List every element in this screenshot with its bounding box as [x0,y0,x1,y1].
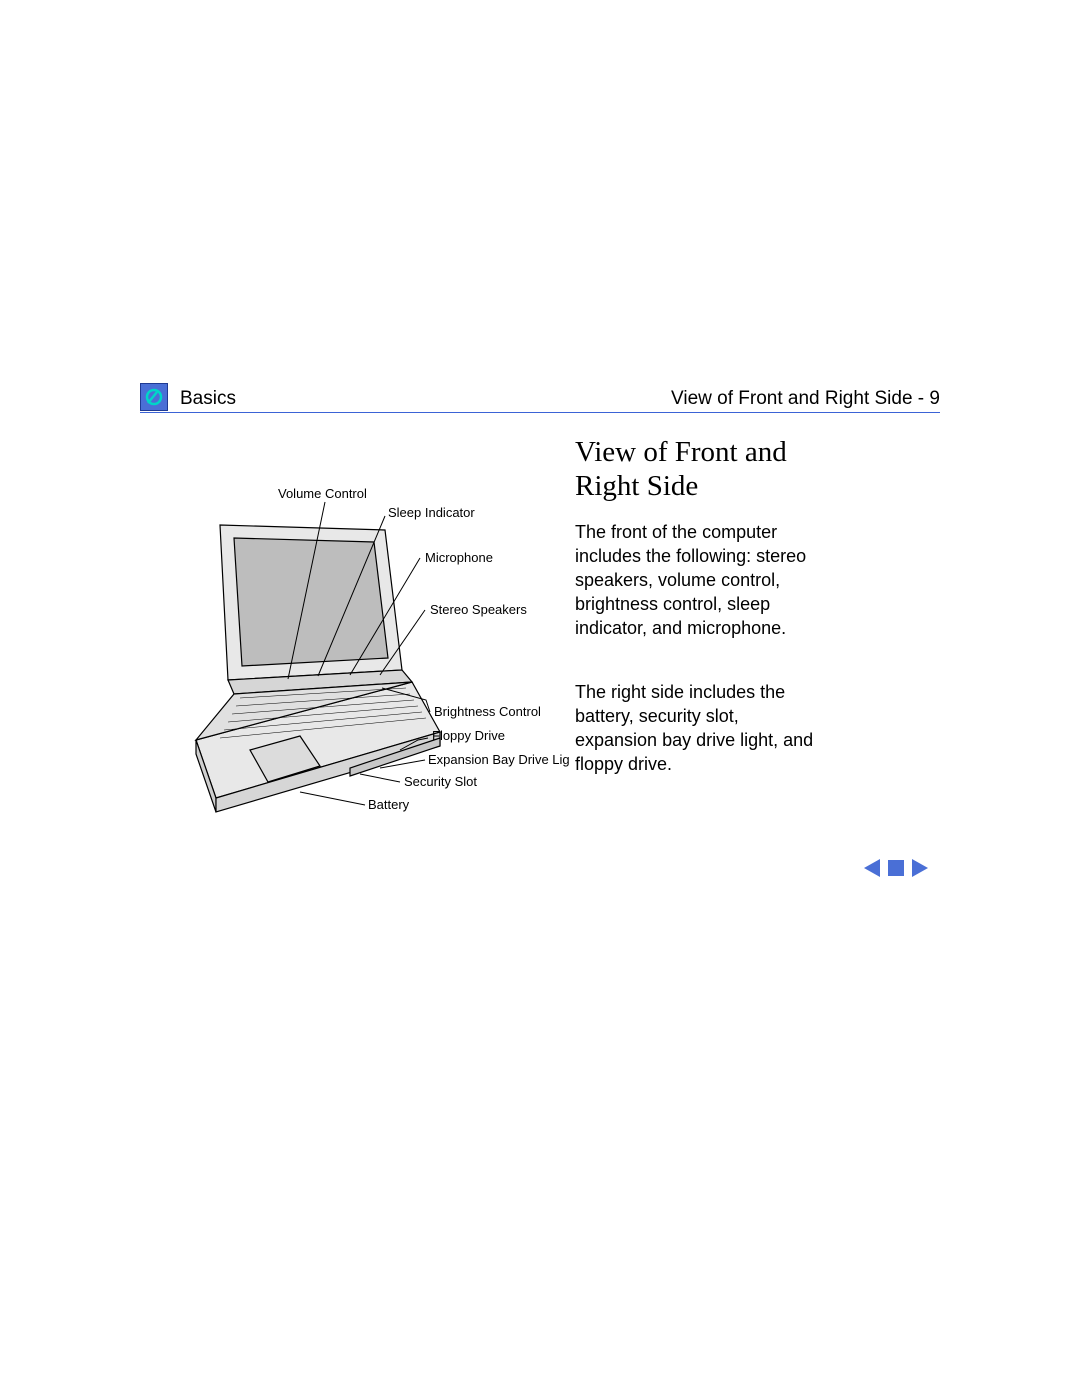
label-microphone: Microphone [425,550,493,565]
body-paragraph-1: The front of the computer includes the f… [575,520,825,640]
header-divider [140,412,940,413]
page-title: View of Front and Right Side [575,435,787,503]
document-page: Basics View of Front and Right Side - 9 … [0,0,1080,1397]
label-floppy-drive: Floppy Drive [432,728,505,743]
nav-stop-icon[interactable] [887,859,905,877]
label-sleep-indicator: Sleep Indicator [388,505,475,520]
nav-prev-icon[interactable] [862,857,884,879]
page-nav [862,857,930,879]
header-section-right: View of Front and Right Side - 9 [671,388,940,410]
header-section-left: Basics [180,388,236,410]
page-number: 9 [929,388,940,409]
section-icon [140,383,168,411]
label-expansion-bay-drive-light: Expansion Bay Drive Light [428,752,570,767]
label-volume-control: Volume Control [278,486,367,501]
label-battery: Battery [368,797,410,812]
body-paragraph-2: The right side includes the battery, sec… [575,680,825,776]
label-security-slot: Security Slot [404,774,477,789]
header-right-prefix: View of Front and Right Side - [671,388,929,409]
label-brightness-control: Brightness Control [434,704,541,719]
nav-next-icon[interactable] [908,857,930,879]
laptop-diagram: Volume Control Sleep Indicator Microphon… [150,480,570,860]
label-stereo-speakers: Stereo Speakers [430,602,527,617]
